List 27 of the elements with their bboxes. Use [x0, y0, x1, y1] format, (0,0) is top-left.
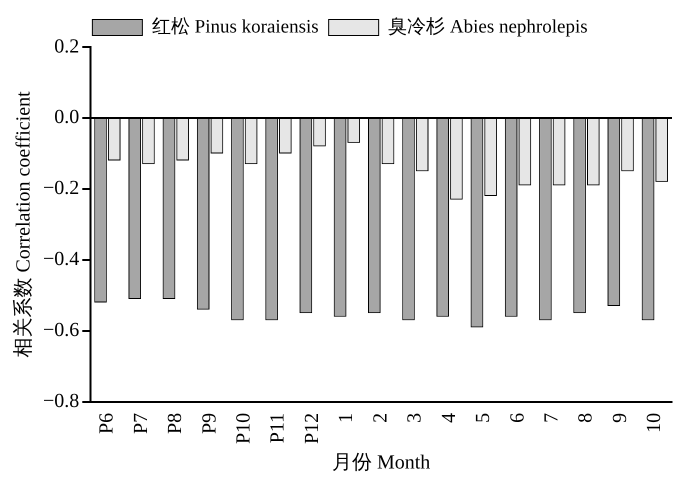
- y-tick-label: 0.2: [54, 35, 80, 58]
- y-tick-label: −0.4: [43, 248, 80, 270]
- x-tick-label: P7: [130, 412, 152, 434]
- x-tick-label: P6: [96, 412, 118, 434]
- x-tick-label: P12: [300, 412, 323, 444]
- x-tick-label: P8: [164, 412, 186, 434]
- y-tick-label: −0.8: [43, 390, 80, 412]
- x-axis-title: 月份 Month: [332, 451, 430, 474]
- x-tick-label: P10: [232, 412, 255, 444]
- x-tick-label: 5: [472, 412, 494, 423]
- y-axis-title: 相关系数 Correlation coefficient: [12, 90, 34, 358]
- legend-label: 红松 Pinus koraiensis: [152, 16, 319, 38]
- x-tick-label: P11: [266, 412, 289, 444]
- y-tick-label: −0.2: [43, 177, 80, 200]
- x-tick-label: 10: [643, 412, 666, 433]
- x-tick-label: 9: [608, 412, 631, 423]
- x-tick-label: 4: [438, 412, 460, 423]
- legend-label: 臭冷杉 Abies nephrolepis: [388, 16, 588, 38]
- x-tick-label: 2: [369, 412, 392, 423]
- x-tick-label: 1: [335, 412, 358, 423]
- y-tick-label: −0.6: [43, 319, 80, 342]
- y-tick-label: 0.0: [54, 106, 80, 128]
- x-tick-label: 6: [506, 412, 528, 423]
- x-tick-label: 8: [574, 412, 597, 423]
- x-tick-label: 3: [404, 412, 426, 423]
- x-tick-label: P9: [198, 412, 220, 434]
- x-tick-label: 7: [540, 412, 562, 423]
